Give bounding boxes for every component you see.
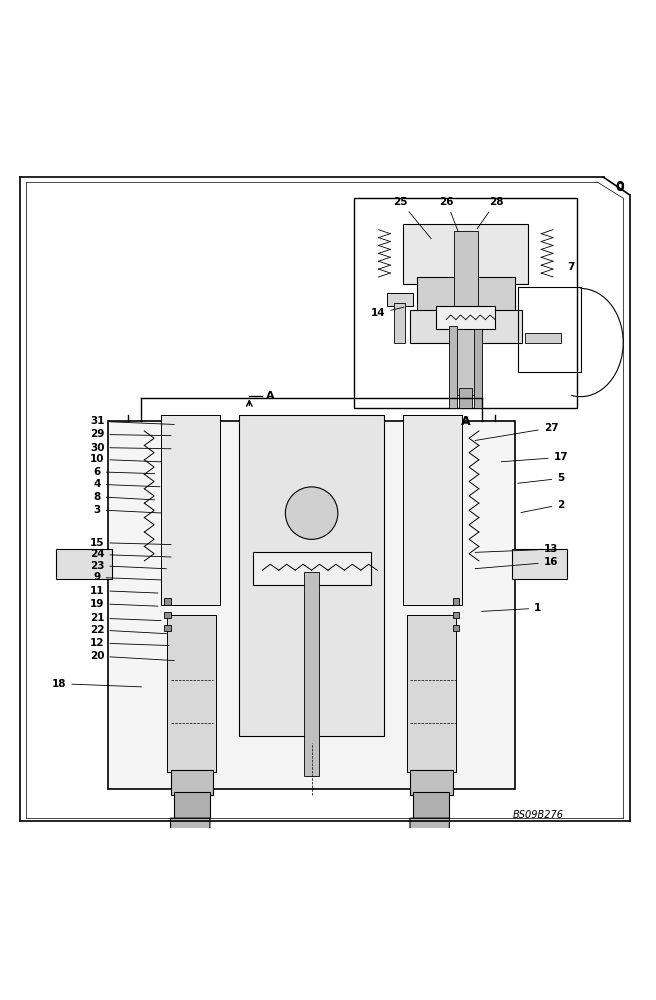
Bar (354, 198, 577, 408)
Bar (174, 792, 210, 818)
Bar (171, 770, 213, 795)
Text: 28: 28 (477, 197, 503, 229)
Text: 22: 22 (90, 625, 167, 635)
Text: 6: 6 (93, 467, 155, 477)
Text: 31: 31 (90, 416, 174, 426)
Text: 18: 18 (52, 679, 142, 689)
Bar (512, 549, 567, 579)
Polygon shape (410, 818, 449, 835)
Bar (410, 770, 453, 795)
Bar (453, 598, 459, 605)
Text: A: A (461, 415, 470, 428)
Text: 17: 17 (501, 452, 568, 462)
Bar (403, 415, 462, 605)
Bar (518, 287, 581, 372)
Text: 12: 12 (90, 638, 169, 648)
Text: 25: 25 (394, 197, 431, 239)
Text: 10: 10 (90, 454, 161, 464)
Text: 23: 23 (90, 561, 167, 571)
Text: 9: 9 (94, 572, 161, 582)
Bar (474, 329, 482, 408)
Bar (394, 303, 405, 343)
Text: 0: 0 (615, 181, 625, 194)
Text: 15: 15 (90, 538, 171, 548)
Text: 27: 27 (475, 423, 558, 441)
Text: 19: 19 (90, 599, 158, 609)
Bar (454, 231, 478, 395)
Text: 16: 16 (475, 557, 558, 569)
Text: A: A (266, 391, 274, 401)
Bar (167, 615, 216, 772)
Text: 26: 26 (440, 197, 458, 232)
Bar (161, 415, 220, 605)
Bar (164, 612, 171, 618)
Text: 11: 11 (90, 586, 158, 596)
Bar (449, 326, 457, 408)
Text: 1: 1 (482, 603, 542, 613)
Bar (413, 792, 449, 818)
Text: 2: 2 (521, 500, 565, 513)
Text: 3: 3 (93, 505, 161, 515)
Polygon shape (171, 818, 210, 835)
Text: 13: 13 (475, 544, 558, 554)
Bar (459, 388, 472, 408)
Text: BS09B276: BS09B276 (512, 810, 564, 820)
Text: 29: 29 (90, 429, 171, 439)
Bar (253, 552, 371, 585)
Bar (417, 277, 515, 313)
Text: 14: 14 (371, 307, 404, 318)
Bar (453, 625, 459, 631)
Text: 5: 5 (518, 473, 565, 483)
Text: 24: 24 (90, 549, 171, 559)
Bar (304, 572, 319, 776)
Text: 30: 30 (90, 443, 171, 453)
Bar (239, 415, 384, 736)
Text: 8: 8 (93, 492, 155, 502)
Text: 20: 20 (90, 651, 174, 661)
Bar (56, 549, 112, 579)
Bar (387, 293, 413, 306)
Bar (164, 598, 171, 605)
Bar (410, 310, 522, 343)
Text: 21: 21 (90, 613, 161, 623)
Circle shape (285, 487, 338, 539)
Bar (453, 612, 459, 618)
Text: 4: 4 (93, 479, 160, 489)
Text: 7: 7 (567, 262, 575, 272)
Bar (407, 615, 456, 772)
Bar (108, 421, 515, 789)
Bar (164, 625, 171, 631)
Bar (525, 333, 561, 343)
Bar (436, 306, 495, 329)
Bar (403, 224, 528, 284)
Text: 0: 0 (615, 180, 625, 193)
